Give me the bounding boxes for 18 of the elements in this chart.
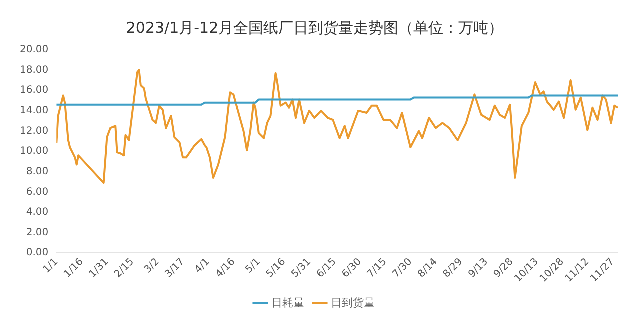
y-tick-label: 20.00: [20, 44, 49, 56]
chart-title: 2023/1月-12月全国纸厂日到货量走势图（单位：万吨）: [126, 18, 504, 37]
y-tick-label: 6.00: [26, 186, 49, 198]
y-tick-label: 16.00: [20, 85, 49, 96]
y-tick-label: 8.00: [26, 166, 49, 178]
legend-label: 日到货量: [331, 296, 375, 310]
y-tick-label: 14.00: [20, 106, 49, 117]
y-tick-label: 12.00: [20, 126, 49, 137]
x-tick-label: 4/1: [193, 256, 212, 276]
x-tick-label: 3/2: [142, 256, 162, 276]
y-tick-label: 0.00: [26, 248, 49, 259]
y-tick-label: 10.00: [20, 146, 49, 158]
x-tick-label: 5/1: [244, 256, 263, 276]
y-tick-label: 2.00: [26, 227, 49, 238]
x-tick-label: 1/1: [41, 256, 61, 276]
legend-label: 日耗量: [272, 296, 304, 310]
y-tick-label: 4.00: [26, 207, 49, 218]
y-tick-label: 18.00: [20, 64, 49, 76]
